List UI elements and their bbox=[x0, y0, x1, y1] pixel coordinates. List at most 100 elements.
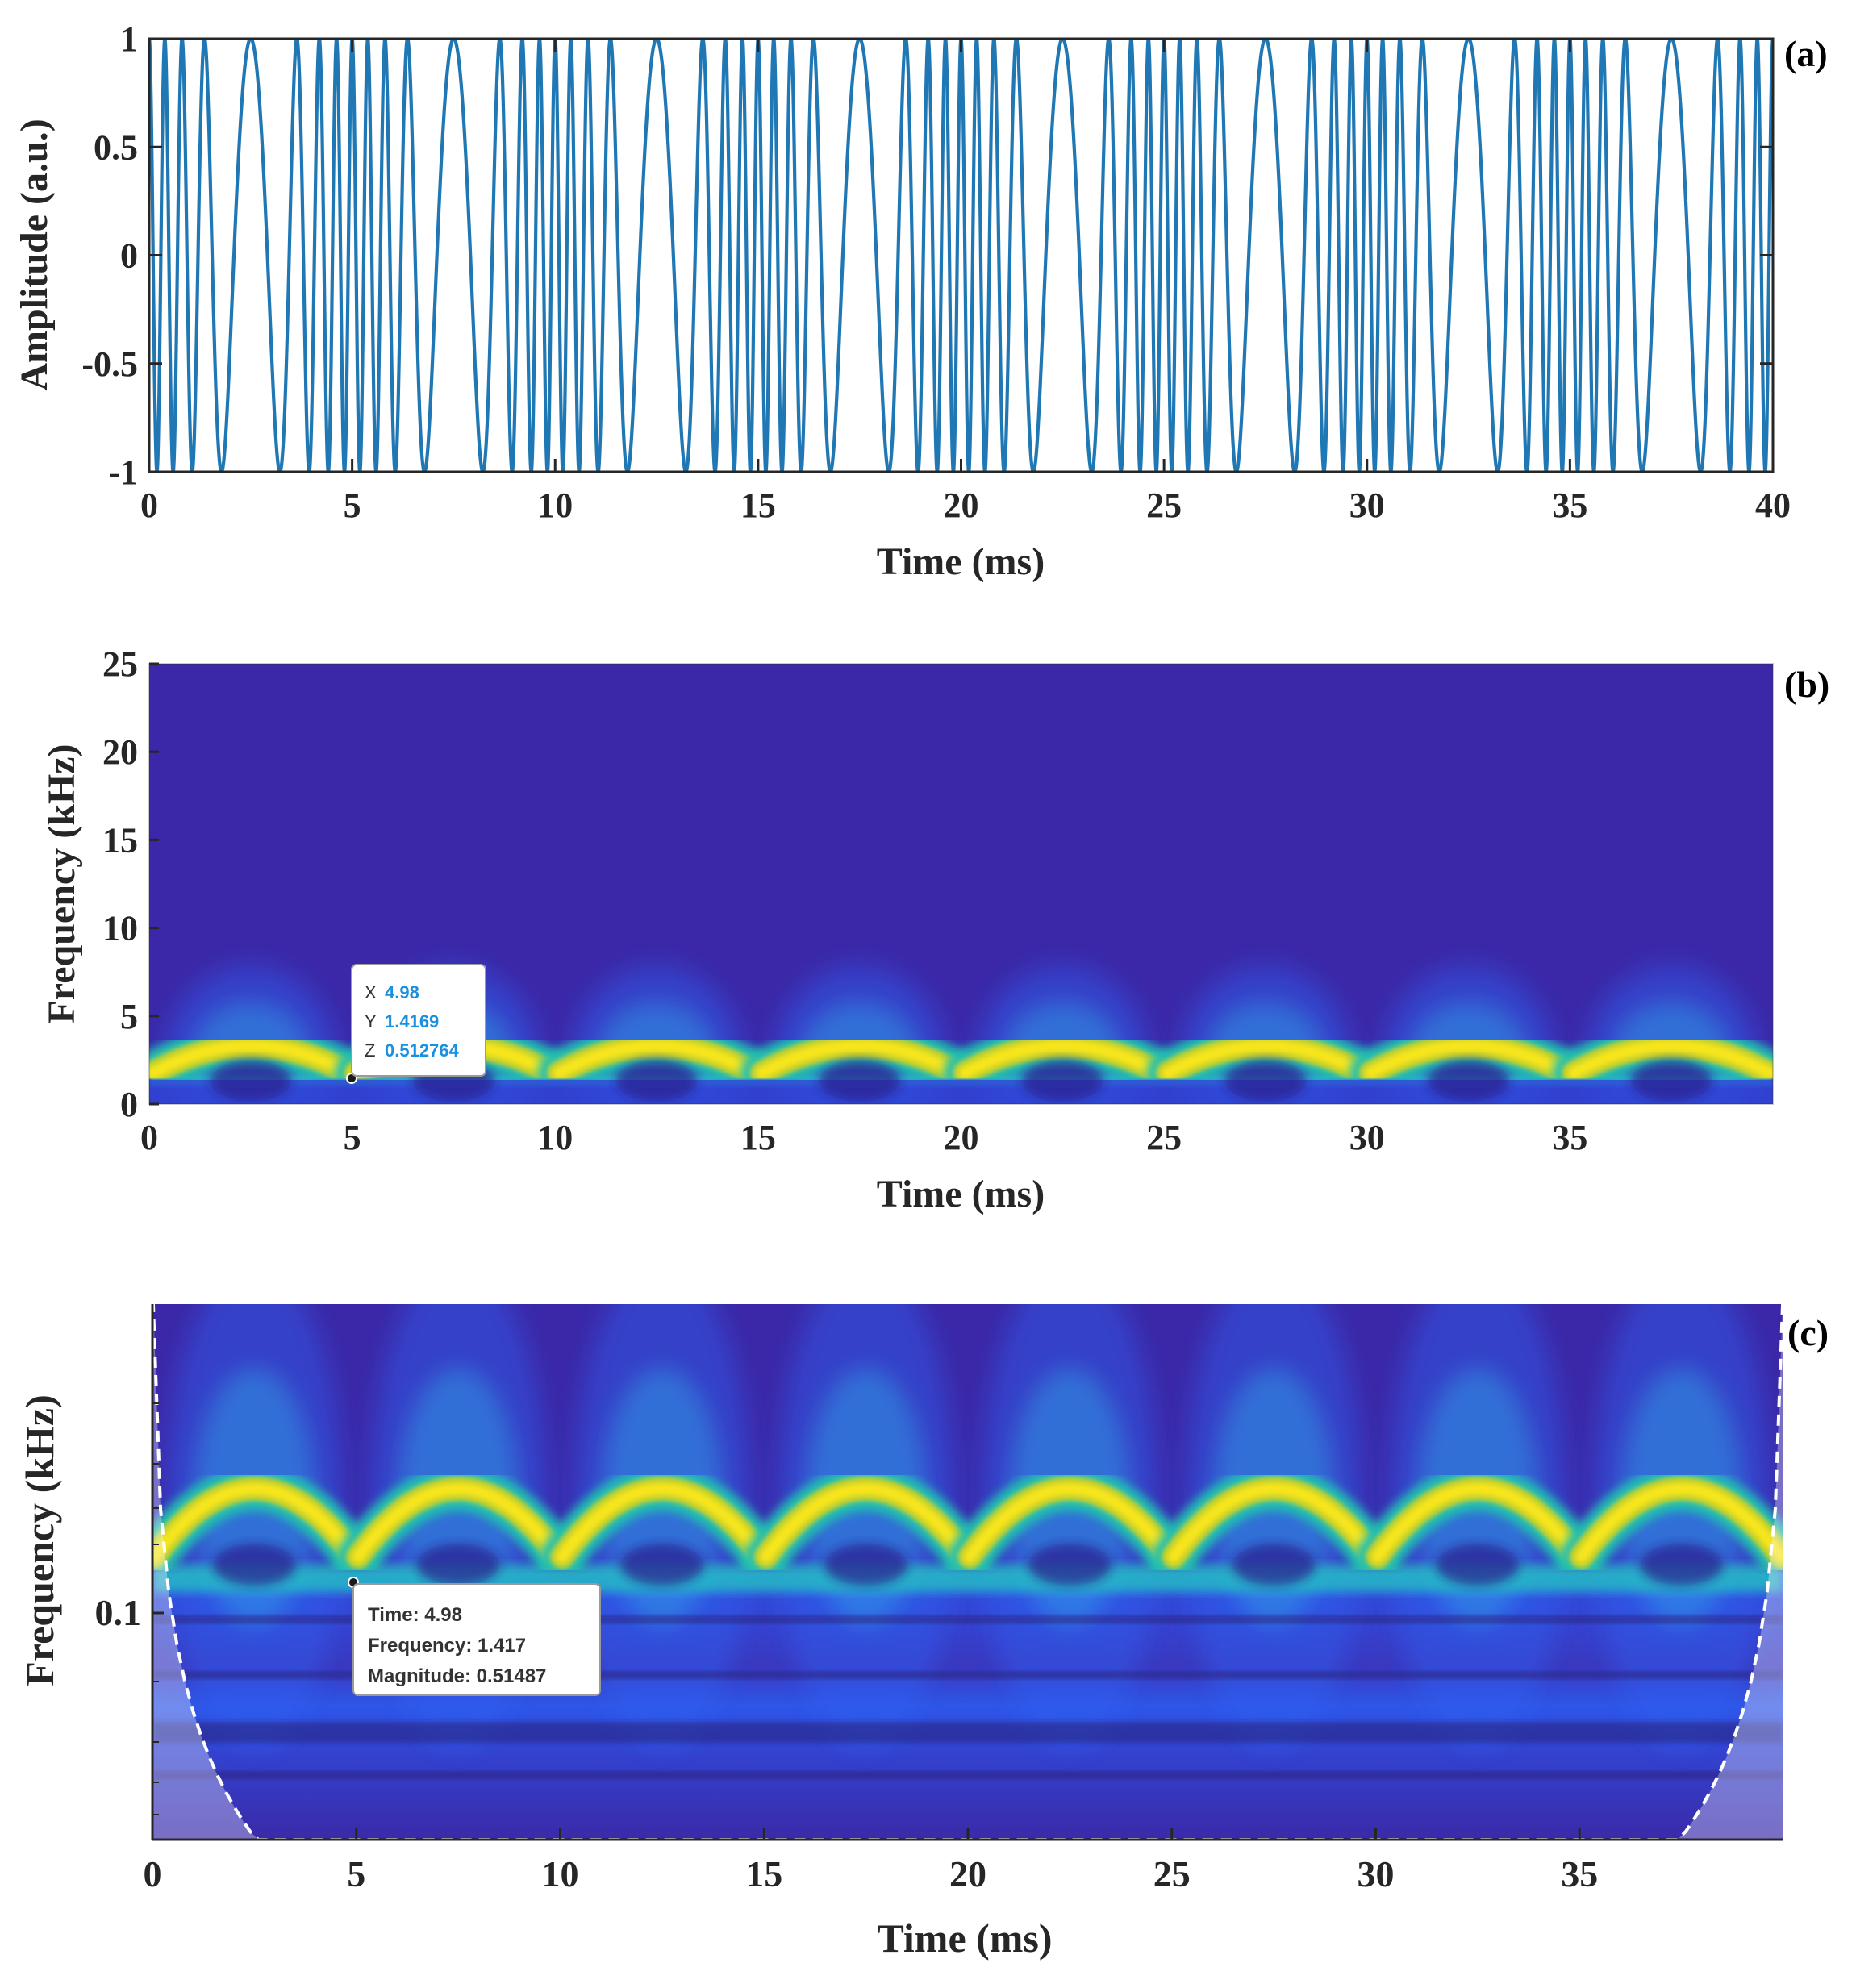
panel-c-xtick-label: 15 bbox=[745, 1853, 782, 1894]
panel-b-xtick-label: 10 bbox=[537, 1118, 573, 1157]
low-stripe bbox=[152, 1671, 1783, 1679]
panel-c-datatip[interactable]: Time: 4.98 Frequency: 1.417 Magnitude: 0… bbox=[348, 1577, 601, 1696]
panel-a-ytick-label: -0.5 bbox=[81, 344, 138, 384]
panel-a-xtick-label: 5 bbox=[344, 486, 361, 525]
ridge-hollow bbox=[1639, 1544, 1724, 1586]
ridge-core bbox=[152, 1483, 361, 1562]
panel-b-ytick-label: 15 bbox=[102, 820, 138, 860]
ridge-core bbox=[149, 1040, 354, 1079]
ridge-hollow bbox=[416, 1544, 501, 1586]
panel-b-heatmap bbox=[149, 664, 1773, 1104]
panel-a-signal-path bbox=[149, 39, 1773, 472]
panel-c-xtick-label: 35 bbox=[1561, 1853, 1598, 1894]
panel-b-datatip-z-label: Z bbox=[365, 1040, 375, 1061]
ridge-core bbox=[557, 1483, 768, 1562]
panel-b-datatip-x-value: 4.98 bbox=[385, 982, 419, 1002]
panel-a: 0 5 10 15 20 25 30 35 40 1 0.5 0 -0.5 -1 Time (ms) A… bbox=[13, 19, 1828, 583]
panel-c-xtick-label: 10 bbox=[542, 1853, 579, 1894]
low-stripe bbox=[152, 1722, 1783, 1743]
panel-c-scalogram bbox=[152, 1304, 1783, 1840]
ridge-core bbox=[553, 1040, 760, 1079]
panel-c-xtick-label: 0 bbox=[144, 1853, 162, 1894]
panel-b-ytick-label: 25 bbox=[102, 644, 138, 684]
ridge-hollow bbox=[212, 1544, 297, 1586]
low-stripe bbox=[152, 1771, 1783, 1779]
panel-a-xtick-label: 20 bbox=[944, 486, 979, 525]
panel-a-label: (a) bbox=[1784, 33, 1828, 74]
ridge-core bbox=[1162, 1040, 1369, 1079]
ridge-hollow bbox=[619, 1544, 704, 1586]
panel-c-label: (c) bbox=[1787, 1312, 1829, 1353]
ridge-core bbox=[760, 1483, 972, 1562]
panel-c-datatip-time: Time: 4.98 bbox=[368, 1604, 462, 1626]
panel-c-xtick-label: 20 bbox=[949, 1853, 986, 1894]
panel-b-xlabel: Time (ms) bbox=[877, 1173, 1045, 1215]
ridge-core bbox=[1575, 1483, 1783, 1562]
panel-b-datatip-x-label: X bbox=[365, 982, 377, 1002]
ridge-hollow bbox=[1028, 1544, 1112, 1586]
low-stripe bbox=[152, 1615, 1783, 1623]
ridge-hollow bbox=[824, 1544, 908, 1586]
panel-a-ytick-label: 0.5 bbox=[94, 127, 138, 167]
ridge-core bbox=[1168, 1483, 1379, 1562]
panel-b-datatip-box bbox=[351, 964, 486, 1077]
ridge-core bbox=[1365, 1040, 1572, 1079]
ridge-hollow bbox=[1224, 1060, 1307, 1102]
panel-a-xtick-label: 40 bbox=[1755, 486, 1791, 525]
panel-c-xtick-label: 30 bbox=[1358, 1853, 1395, 1894]
panel-b-xtick-label: 30 bbox=[1349, 1118, 1385, 1157]
panel-a-xtick-label: 25 bbox=[1146, 486, 1182, 525]
panel-b-xtick-label: 20 bbox=[944, 1118, 979, 1157]
panel-b-ytick-label: 5 bbox=[120, 997, 138, 1036]
panel-c-datatip-frequency: Frequency: 1.417 bbox=[368, 1635, 526, 1657]
panel-c-ytick-label: 0.1 bbox=[95, 1592, 142, 1633]
panel-c: 0 5 10 15 20 25 30 35 0.1 Time (ms) Frequency (… bbox=[17, 1304, 1829, 1961]
panel-a-ytick-label: 0 bbox=[120, 236, 138, 276]
panel-a-xtick-label: 30 bbox=[1349, 486, 1385, 525]
panel-c-ridges bbox=[152, 1467, 1783, 1586]
panel-a-ytick-label: 1 bbox=[120, 19, 138, 59]
panel-c-xtick-label: 25 bbox=[1153, 1853, 1191, 1894]
panel-a-signal-line bbox=[149, 39, 1773, 472]
ridge-hollow bbox=[615, 1060, 698, 1102]
panel-b-xtick-label: 25 bbox=[1146, 1118, 1182, 1157]
panel-a-xtick-label: 0 bbox=[140, 486, 158, 525]
panel-a-xtick-label: 15 bbox=[740, 486, 776, 525]
ridge-hollow bbox=[818, 1060, 901, 1102]
panel-a-ytick-label: -1 bbox=[108, 452, 138, 492]
ridge-hollow bbox=[1427, 1060, 1510, 1102]
panel-b-xtick-label: 5 bbox=[344, 1118, 361, 1157]
ridge-hollow bbox=[1232, 1544, 1316, 1586]
panel-b-x-ticks: 0 5 10 15 20 25 30 35 bbox=[140, 1118, 1587, 1157]
ridge-core bbox=[1372, 1483, 1583, 1562]
panel-a-xtick-label: 10 bbox=[537, 486, 573, 525]
ridge-hollow bbox=[1435, 1544, 1520, 1586]
panel-b-ytick-label: 20 bbox=[102, 732, 138, 772]
panel-c-datatip-box bbox=[352, 1583, 601, 1696]
ridge-core bbox=[756, 1040, 963, 1079]
panel-c-ylabel: Frequency (kHz) bbox=[17, 1394, 62, 1686]
ridge-core bbox=[352, 1483, 564, 1562]
panel-b-datatip-z-value: 0.512764 bbox=[385, 1040, 460, 1061]
panel-a-y-ticks: 1 0.5 0 -0.5 -1 bbox=[81, 19, 1773, 492]
panel-c-xlabel: Time (ms) bbox=[877, 1915, 1052, 1961]
panel-c-datatip-magnitude: Magnitude: 0.51487 bbox=[368, 1665, 546, 1687]
panel-b-datatip[interactable]: X 4.98 Y 1.4169 Z 0.512764 bbox=[346, 964, 486, 1084]
ridge-hollow bbox=[1630, 1060, 1712, 1102]
panel-b-axes-box bbox=[148, 663, 1774, 1105]
panel-b-y-ticks: 25 20 15 10 5 0 bbox=[102, 644, 159, 1124]
panel-b: 0 5 10 15 20 25 30 35 25 20 15 10 5 0 Time (ms) Freq… bbox=[40, 644, 1829, 1215]
ridge-hollow bbox=[210, 1060, 292, 1102]
panel-b-ytick-label: 10 bbox=[102, 909, 138, 948]
panel-b-datatip-y-label: Y bbox=[365, 1011, 377, 1032]
panel-a-x-ticks: 0 5 10 15 20 25 30 35 40 bbox=[140, 39, 1791, 525]
panel-b-label: (b) bbox=[1784, 664, 1829, 705]
panel-b-xtick-label: 35 bbox=[1552, 1118, 1587, 1157]
panel-b-xtick-label: 15 bbox=[740, 1118, 776, 1157]
panel-c-xtick-label: 5 bbox=[347, 1853, 365, 1894]
panel-a-xtick-label: 35 bbox=[1552, 486, 1587, 525]
ridge-core bbox=[1568, 1040, 1773, 1079]
panel-b-ridges bbox=[149, 1024, 1773, 1102]
panel-b-ytick-label: 0 bbox=[120, 1085, 138, 1124]
